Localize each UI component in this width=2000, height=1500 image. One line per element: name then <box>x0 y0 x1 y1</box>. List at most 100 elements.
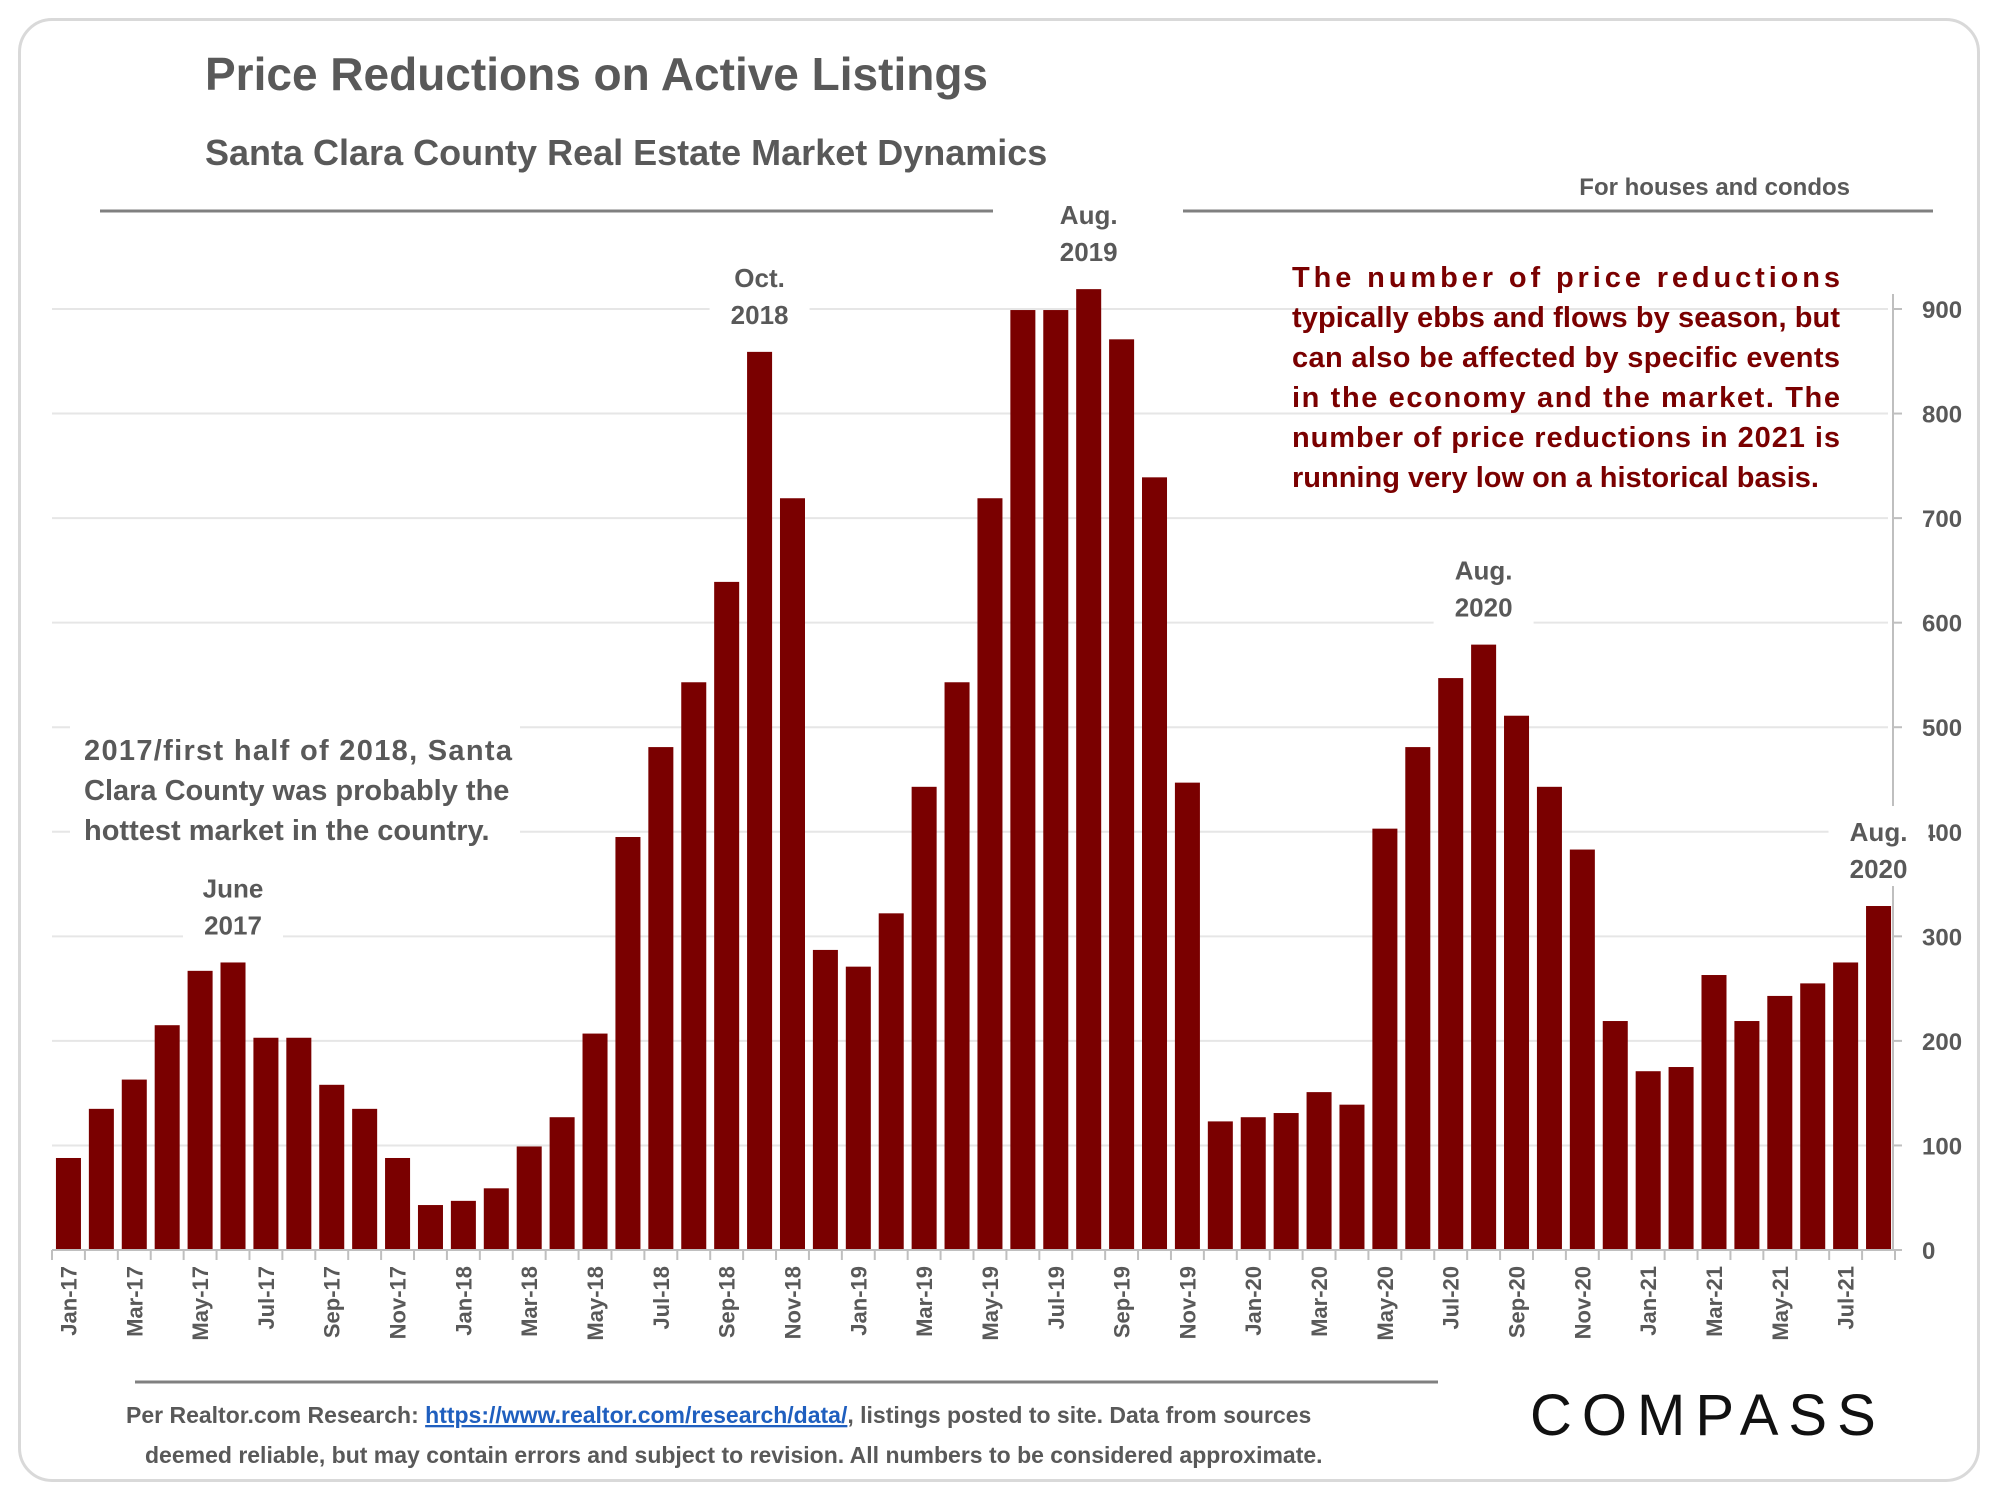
peak-label: Aug. <box>1455 556 1513 586</box>
x-tick-label: Jul-20 <box>1439 1266 1464 1330</box>
bar <box>1142 477 1168 1250</box>
bar <box>549 1117 575 1250</box>
bar <box>845 966 871 1250</box>
bar <box>1833 962 1859 1250</box>
peak-label-bg <box>1038 189 1139 270</box>
bar <box>1438 678 1464 1250</box>
bar <box>1339 1104 1365 1250</box>
footer-line-1: Per Realtor.com Research: https://www.re… <box>126 1402 1311 1428</box>
bar <box>1109 339 1135 1250</box>
bar <box>1372 828 1398 1250</box>
bar <box>417 1205 443 1250</box>
peak-label-bg <box>183 862 284 943</box>
y-axis: 0 100 200 300 400 500 600 700 800 900 <box>1892 294 1962 1265</box>
x-tick-label: Sep-20 <box>1505 1266 1530 1338</box>
peak-label: 2018 <box>731 300 789 330</box>
peak-labels: June 2017 Oct. 2018 Aug. 2019 Aug. 2020 Aug. 2020 <box>183 189 1929 943</box>
bar <box>1207 1121 1233 1250</box>
bar <box>286 1037 312 1250</box>
bar <box>352 1108 378 1250</box>
x-tick-label: Jan-17 <box>56 1266 81 1336</box>
bar <box>582 1033 608 1250</box>
bar <box>1043 310 1069 1251</box>
x-tick-label: Nov-17 <box>386 1266 411 1339</box>
bar <box>1174 782 1200 1250</box>
bar <box>1504 715 1530 1250</box>
y-tick-label: 500 <box>1922 715 1962 742</box>
gridlines <box>52 308 1888 1147</box>
x-tick-label: May-18 <box>583 1266 608 1341</box>
bar <box>1273 1113 1299 1250</box>
x-tick-label: Mar-20 <box>1307 1266 1332 1337</box>
bar <box>55 1157 81 1250</box>
right-annotation-line: can also be affected by specific events <box>1292 342 1840 374</box>
bar <box>1701 975 1727 1250</box>
peak-label: 2019 <box>1060 237 1118 267</box>
x-tick-label: Mar-19 <box>912 1266 937 1337</box>
bar <box>1471 644 1497 1250</box>
bar <box>121 1079 147 1250</box>
y-tick-label: 0 <box>1922 1238 1935 1265</box>
y-tick-label: 100 <box>1922 1133 1962 1160</box>
y-tick-label: 300 <box>1922 924 1962 951</box>
right-annotation: The number of price reductions typically… <box>1292 262 1840 494</box>
bar <box>1767 995 1793 1250</box>
x-tick-label: Sep-18 <box>715 1266 740 1338</box>
x-tick-label: Jul-18 <box>649 1266 674 1330</box>
scope-note: For houses and condos <box>1579 174 1850 201</box>
source-link[interactable]: https://www.realtor.com/research/data/ <box>425 1402 848 1428</box>
x-axis: Jan-17 Mar-17 May-17 Jul-17 Sep-17 Nov-17 Jan-… <box>51 1249 1896 1341</box>
bar <box>648 747 674 1250</box>
bar <box>911 786 937 1250</box>
y-tick-label: 800 <box>1922 402 1962 429</box>
bar <box>385 1157 411 1250</box>
bar <box>1306 1092 1332 1250</box>
y-tick-label: 700 <box>1922 506 1962 533</box>
left-annotation-line: Clara County was probably the <box>84 775 509 807</box>
x-tick-label: Sep-19 <box>1110 1266 1135 1338</box>
x-tick-label: Jan-19 <box>846 1266 871 1336</box>
bar <box>878 913 904 1250</box>
x-tick-label: Mar-17 <box>122 1266 147 1337</box>
bar <box>1800 983 1826 1250</box>
x-tick-label: Nov-20 <box>1570 1266 1595 1339</box>
bars <box>55 289 1892 1251</box>
peak-label: June <box>203 873 264 903</box>
bar <box>1635 1071 1661 1250</box>
peak-label-bg <box>709 251 810 332</box>
bar <box>714 581 740 1250</box>
x-tick-label: Mar-21 <box>1702 1266 1727 1337</box>
y-tick-label: 600 <box>1922 611 1962 638</box>
right-annotation-line: number of price reductions in 2021 is <box>1292 422 1840 454</box>
bar <box>1010 310 1036 1251</box>
bar <box>1405 747 1431 1250</box>
x-tick-label: May-20 <box>1373 1266 1398 1341</box>
right-annotation-line: The number of price reductions <box>1292 262 1840 294</box>
peak-label: Aug. <box>1060 200 1118 230</box>
bar <box>187 970 213 1250</box>
left-annotation-line: 2017/first half of 2018, Santa <box>84 735 513 767</box>
bar <box>1866 906 1892 1250</box>
bar <box>1536 786 1562 1250</box>
peak-label: Oct. <box>734 263 785 293</box>
bar <box>1240 1117 1266 1250</box>
x-tick-label: Jul-21 <box>1834 1266 1859 1330</box>
peak-label: 2017 <box>204 910 262 940</box>
x-tick-label: Jul-19 <box>1044 1266 1069 1330</box>
bar <box>977 498 1003 1250</box>
chart-title: Price Reductions on Active Listings <box>205 48 988 100</box>
bar <box>483 1188 509 1250</box>
bar <box>450 1200 476 1250</box>
bar <box>319 1084 345 1250</box>
footer-prefix: Per Realtor.com Research: <box>126 1402 425 1428</box>
bar <box>812 949 838 1250</box>
y-tick-label: 900 <box>1922 297 1962 324</box>
bar <box>944 682 970 1250</box>
bar <box>1602 1021 1628 1250</box>
peak-label: Aug. <box>1850 817 1908 847</box>
bar <box>1734 1021 1760 1250</box>
bar <box>516 1146 542 1250</box>
right-annotation-line: typically ebbs and flows by season, but <box>1292 302 1840 334</box>
y-tick-label: 400 <box>1922 820 1962 847</box>
